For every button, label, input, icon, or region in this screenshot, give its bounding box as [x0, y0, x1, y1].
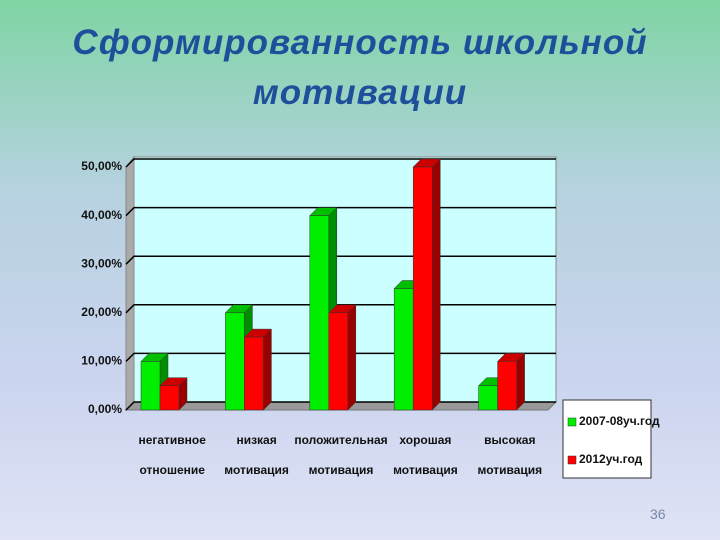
bar: [159, 377, 188, 411]
x-tick-label: высокая мотивация: [477, 433, 542, 477]
x-tick-label: негативное отношение: [138, 433, 206, 477]
bar-front: [309, 215, 330, 411]
x-tick-label: положительная мотивация: [294, 433, 387, 477]
bar-front: [478, 385, 498, 411]
bar-front: [497, 361, 517, 411]
y-tick-label: 30,00%: [81, 256, 122, 270]
bar: [243, 328, 273, 411]
bar-front: [225, 312, 245, 411]
legend-box: [562, 399, 652, 479]
chart-title: Сформированность школьной мотивации: [72, 23, 648, 112]
legend-label: 2007-08уч.год: [579, 414, 660, 428]
bar-side: [431, 158, 441, 411]
bar: [496, 352, 526, 411]
y-tick-label: 50,00%: [81, 159, 122, 173]
bar-front: [159, 385, 180, 411]
bar-front: [393, 288, 414, 411]
legend-swatch: [567, 417, 577, 427]
bar: [328, 304, 357, 411]
bar-side: [347, 304, 357, 411]
bar-front: [244, 336, 264, 411]
side-wall: [125, 155, 135, 412]
x-tick-label: хорошая мотивация: [393, 433, 458, 477]
grid-line: [125, 158, 556, 168]
bar-front: [412, 166, 433, 411]
bar-front: [140, 361, 161, 411]
y-tick-label: 10,00%: [81, 354, 122, 368]
y-tick-label: 20,00%: [81, 305, 122, 319]
bar-front: [328, 312, 349, 411]
page-number: 36: [650, 506, 666, 522]
bar-side: [516, 352, 525, 411]
y-tick-label: 40,00%: [81, 208, 122, 222]
y-tick-label: 0,00%: [88, 402, 122, 416]
bar-side: [263, 328, 272, 411]
x-tick-label: низкая мотивация: [224, 433, 289, 477]
legend-swatch: [567, 455, 577, 465]
legend-label: 2012уч.год: [579, 452, 643, 466]
bar: [412, 158, 441, 411]
